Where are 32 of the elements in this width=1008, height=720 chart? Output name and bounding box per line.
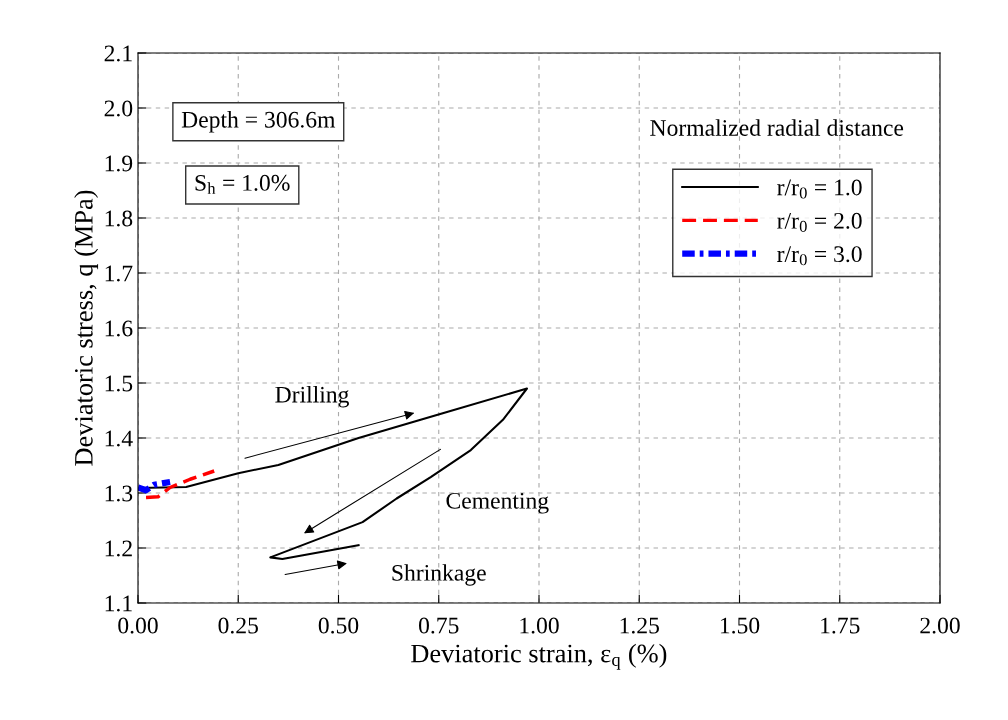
legend-label: r/r$_{0}$ = 1.0 xyxy=(777,179,862,199)
y-tick-label: 1.2 xyxy=(105,540,132,557)
x-tick-label: 1.50 xyxy=(720,617,760,634)
y-tick-label: 2.0 xyxy=(104,100,133,117)
x-axis-title: Deviatoric strain, ε$_{q}$ (%) xyxy=(411,643,667,670)
y-tick-label: 1.3 xyxy=(105,485,133,502)
legend-title: Normalized radial distance xyxy=(650,119,904,136)
x-tick-label: 1.75 xyxy=(821,617,860,634)
x-tick-label: 0.00 xyxy=(118,617,158,634)
y-tick-label: 1.4 xyxy=(105,430,133,447)
annotation: S$_{h}$ = 1.0% xyxy=(195,174,290,194)
y-tick-label: 1.8 xyxy=(105,210,133,227)
x-tick-label: 2.00 xyxy=(920,617,960,634)
legend-label: r/r$_{0}$ = 3.0 xyxy=(777,246,862,266)
x-tick-label: 0.50 xyxy=(318,617,359,634)
x-tick-label: 1.25 xyxy=(620,617,659,634)
x-tick-label: 0.75 xyxy=(418,617,459,634)
annotation: Cementing xyxy=(446,492,549,514)
annotation: Shrinkage xyxy=(392,564,486,586)
legend-label: r/r$_{0}$ = 2.0 xyxy=(777,212,862,232)
y-tick-label: 1.9 xyxy=(105,155,133,172)
annotation: Drilling xyxy=(275,386,349,408)
y-axis-title: Deviatoric stress, q (MPa) xyxy=(74,190,99,466)
annotation: Depth = 306.6m xyxy=(181,111,336,133)
line-series xyxy=(144,469,216,500)
x-tick-label: 0.25 xyxy=(218,617,258,634)
y-tick-label: 1.6 xyxy=(105,320,133,337)
x-tick-label: 1.00 xyxy=(520,617,559,634)
y-tick-label: 1.5 xyxy=(105,375,133,392)
y-tick-label: 1.7 xyxy=(105,265,133,282)
y-tick-label: 2.1 xyxy=(104,45,132,62)
y-tick-label: 1.1 xyxy=(105,595,132,612)
